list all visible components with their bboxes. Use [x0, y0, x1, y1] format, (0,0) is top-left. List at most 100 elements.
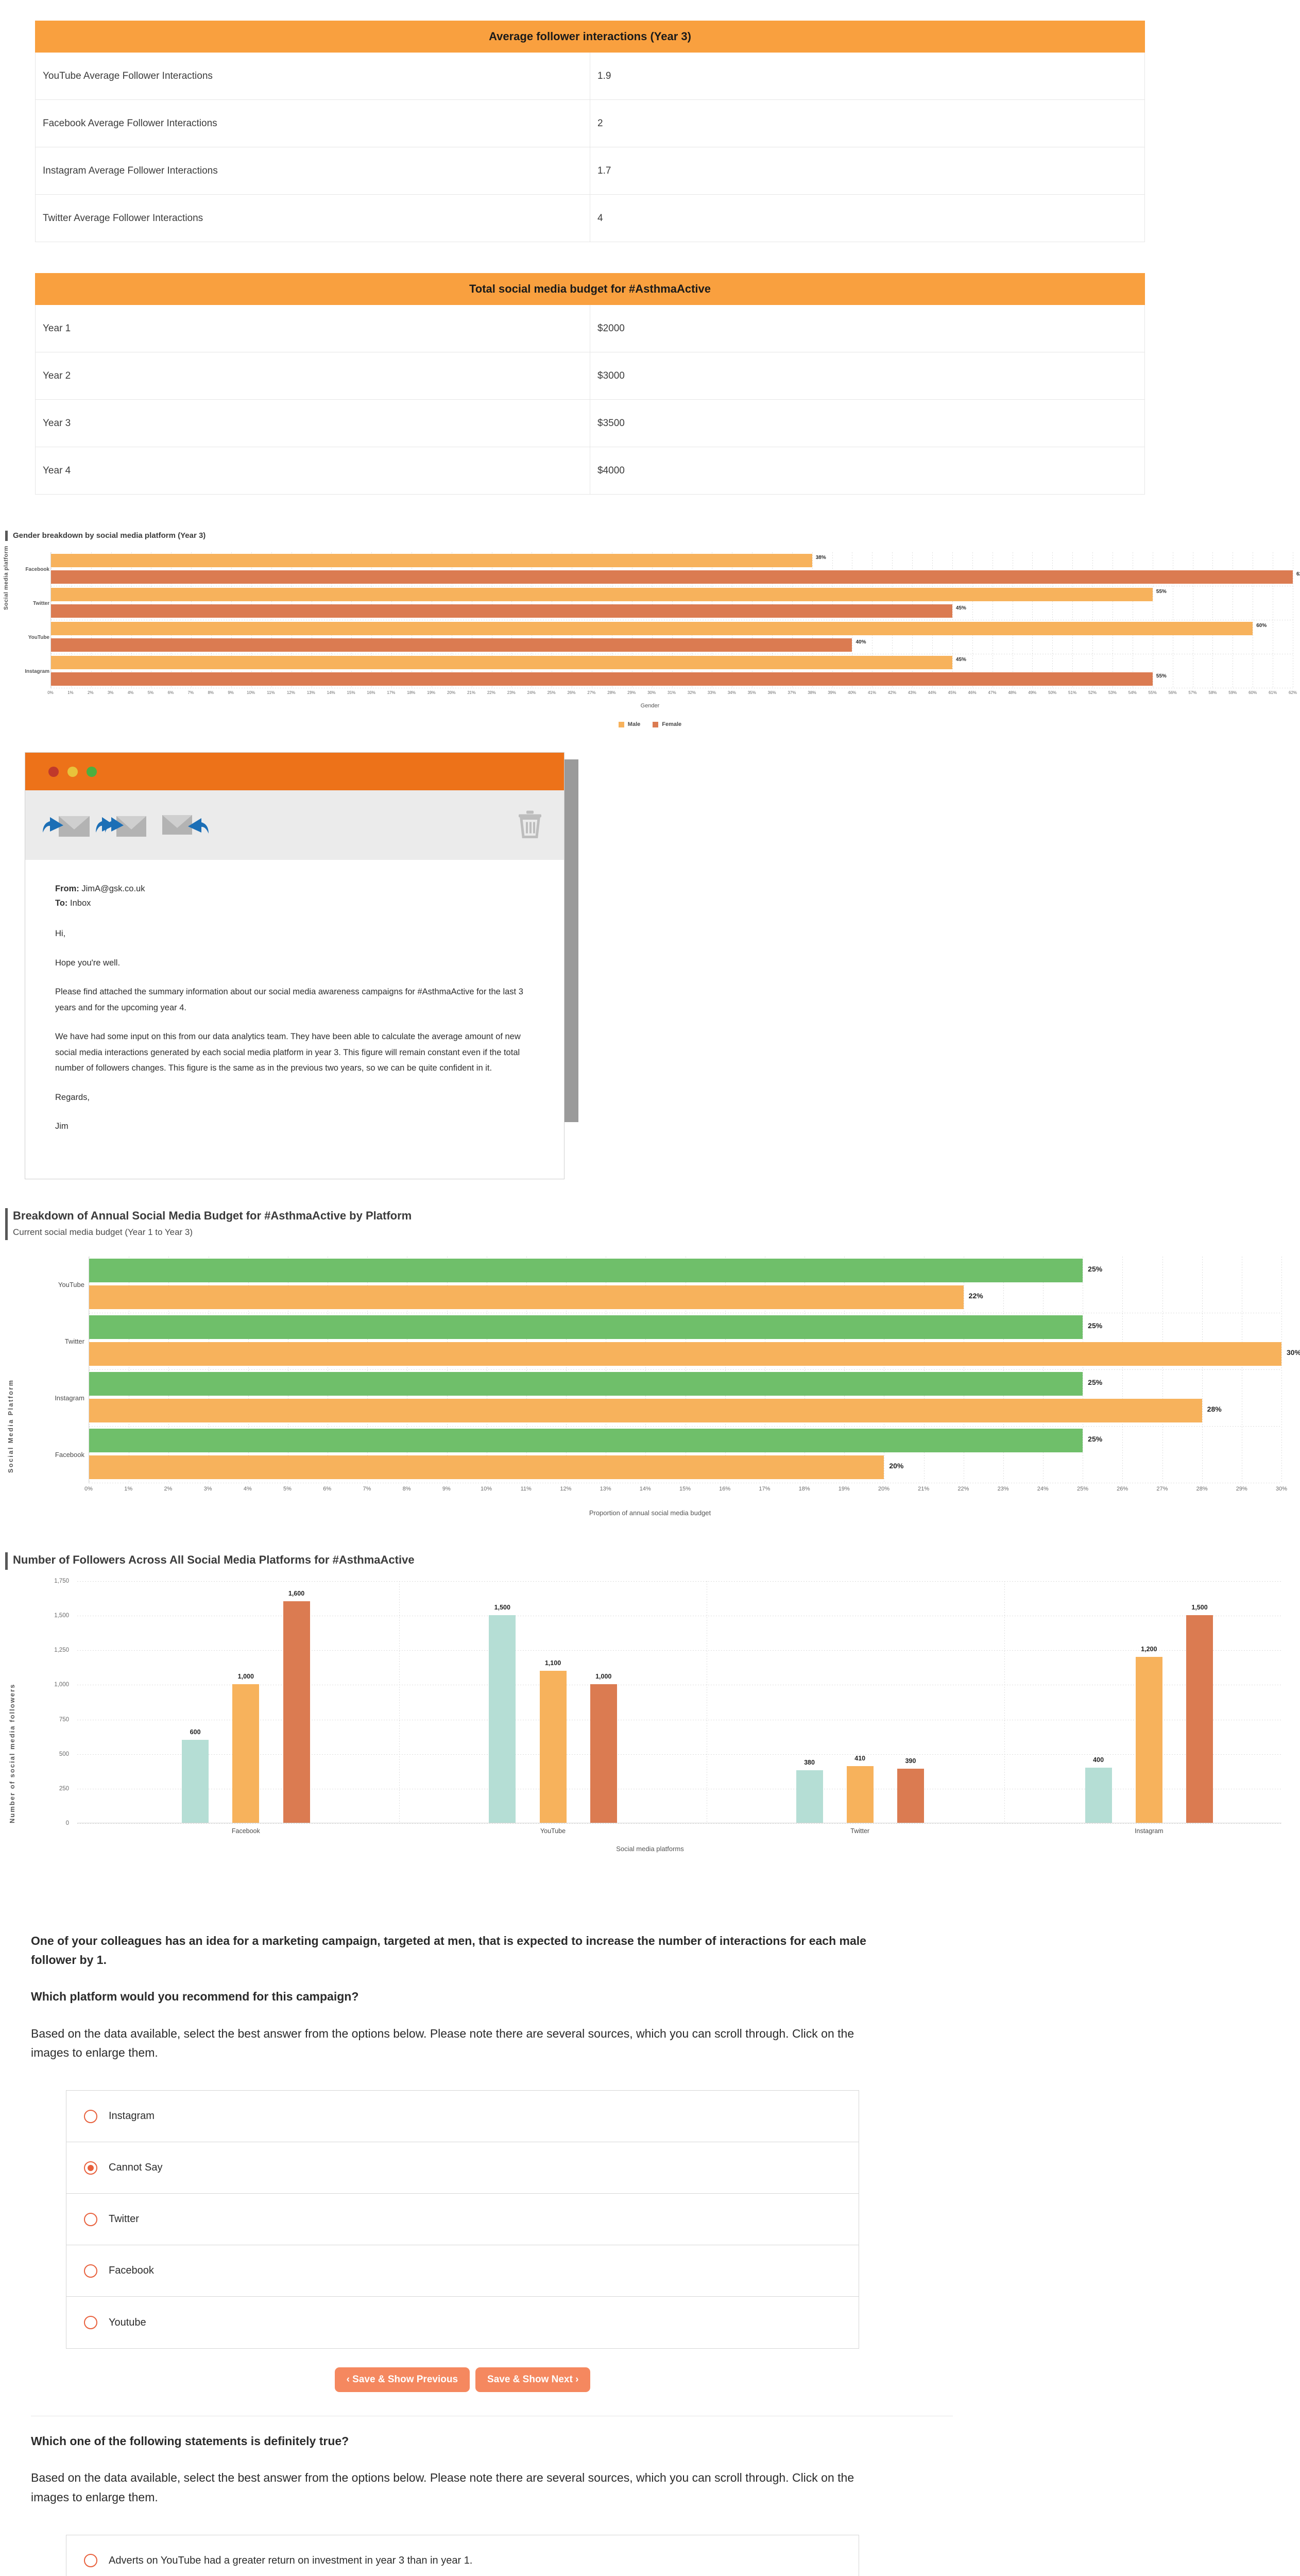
- x-tick: 24%: [527, 690, 536, 696]
- bar-value-male: 38%: [815, 555, 826, 561]
- x-axis-label: Gender: [640, 703, 660, 709]
- x-tick: 32%: [687, 690, 696, 696]
- x-tick: 14%: [327, 690, 335, 696]
- y-tick: 250: [59, 1785, 69, 1792]
- x-tick: 36%: [767, 690, 776, 696]
- x-tick: 20%: [447, 690, 456, 696]
- table-average-follower-interactions: Average follower interactions (Year 3) Y…: [35, 21, 1145, 242]
- option-row[interactable]: Youtube: [66, 2297, 859, 2348]
- option-label: Twitter: [109, 2213, 139, 2225]
- bar-value-current: 25%: [1088, 1264, 1103, 1273]
- x-tick: 25%: [547, 690, 556, 696]
- radio-button[interactable]: [84, 2316, 97, 2330]
- category-label: Instagram: [25, 668, 49, 674]
- row-label: YouTube Average Follower Interactions: [35, 52, 590, 100]
- x-tick: 23%: [507, 690, 516, 696]
- bar-value: 600: [190, 1728, 201, 1736]
- chart-subtitle: Current social media budget (Year 1 to Y…: [13, 1227, 193, 1237]
- x-tick: 39%: [828, 690, 836, 696]
- category-label: Twitter: [64, 1337, 84, 1346]
- email-from-label: From:: [55, 884, 79, 894]
- bar-value: 1,600: [288, 1590, 305, 1598]
- bar-proposed-budget: [89, 1455, 884, 1479]
- bar-current-budget: [89, 1258, 1083, 1282]
- x-axis-label: Proportion of annual social media budget: [589, 1509, 711, 1517]
- close-window-dot[interactable]: [48, 766, 59, 777]
- option-label: Adverts on YouTube had a greater return …: [109, 2554, 473, 2566]
- category-label: Instagram: [55, 1394, 84, 1402]
- row-value: $2000: [590, 304, 1145, 352]
- radio-button[interactable]: [84, 2264, 97, 2278]
- bar-group: 55% 45%: [51, 586, 1293, 621]
- x-tick: 44%: [928, 690, 936, 696]
- title-accent-bar: [5, 1208, 8, 1240]
- grid-lines: [51, 552, 1293, 689]
- y-axis-label: Social media platform: [3, 546, 9, 611]
- bar-value: 1,500: [494, 1604, 510, 1612]
- reply-icon[interactable]: [41, 810, 95, 841]
- radio-button[interactable]: [84, 2109, 97, 2123]
- category-label: YouTube: [58, 1281, 84, 1289]
- email-signoff: Regards,: [55, 1092, 90, 1102]
- x-tick: 33%: [707, 690, 716, 696]
- forward-icon[interactable]: [158, 810, 212, 841]
- x-tick: 13%: [306, 690, 315, 696]
- bar-group: 60% 40%: [51, 620, 1293, 655]
- x-tick: 2%: [164, 1485, 173, 1492]
- option-row[interactable]: Twitter: [66, 2194, 859, 2246]
- row-value: 1.9: [590, 52, 1145, 100]
- bar-value: 380: [804, 1758, 815, 1766]
- option-row[interactable]: Cannot Say: [66, 2142, 859, 2194]
- radio-button[interactable]: [84, 2161, 97, 2175]
- radio-button[interactable]: [84, 2212, 97, 2226]
- legend-label: Male: [627, 721, 641, 728]
- x-tick: 28%: [1196, 1485, 1208, 1492]
- x-tick: 13%: [600, 1485, 611, 1492]
- save-show-previous-button[interactable]: ‹ Save & Show Previous: [334, 2367, 470, 2393]
- x-tick: 9%: [228, 690, 234, 696]
- email-line-3: We have had some input on this from our …: [55, 1032, 521, 1073]
- category-label: Facebook: [55, 1451, 84, 1459]
- y-tick: 750: [59, 1716, 69, 1723]
- table-header: Average follower interactions (Year 3): [35, 21, 1145, 53]
- x-tick: 26%: [1117, 1485, 1128, 1492]
- legend-item[interactable]: Male: [618, 721, 641, 728]
- bar-value-male: 55%: [1156, 589, 1167, 595]
- x-tick: 57%: [1188, 690, 1197, 696]
- bar-value-female: 62%: [1296, 571, 1300, 578]
- table-row: Year 2 $3000: [35, 352, 1145, 400]
- bar-value: 1,100: [544, 1659, 561, 1667]
- x-tick: 49%: [1028, 690, 1037, 696]
- table-row: Twitter Average Follower Interactions 4: [35, 194, 1145, 242]
- legend-item[interactable]: Female: [653, 721, 681, 727]
- bar-group: 25% 22%: [89, 1257, 1281, 1313]
- email-line-2: Please find attached the summary informa…: [55, 987, 523, 1012]
- reply-all-icon[interactable]: [95, 810, 149, 841]
- option-row[interactable]: Instagram: [66, 2091, 859, 2143]
- x-tick: 43%: [908, 690, 916, 696]
- bar-value-female: 45%: [955, 605, 966, 612]
- window-titlebar: [25, 753, 564, 791]
- y-axis-label: Number of social media followers: [8, 1683, 16, 1823]
- trash-icon[interactable]: [517, 809, 543, 841]
- x-tick: 45%: [948, 690, 956, 696]
- maximize-window-dot[interactable]: [87, 766, 97, 777]
- radio-button[interactable]: [84, 2554, 97, 2568]
- x-tick: 20%: [878, 1485, 890, 1492]
- option-row[interactable]: Facebook: [66, 2245, 859, 2297]
- x-tick: 17%: [387, 690, 396, 696]
- x-tick: 54%: [1128, 690, 1137, 696]
- save-show-next-button[interactable]: Save & Show Next ›: [475, 2367, 591, 2393]
- question-instruction: Based on the data available, select the …: [31, 2471, 854, 2504]
- bar-group: 38% 62%: [51, 552, 1300, 587]
- minimize-window-dot[interactable]: [67, 766, 78, 777]
- bar-female: [51, 638, 852, 652]
- x-tick: 41%: [868, 690, 877, 696]
- title-accent-bar: [5, 531, 8, 541]
- x-tick: 18%: [798, 1485, 810, 1492]
- x-tick: 55%: [1148, 690, 1157, 696]
- x-tick: 8%: [402, 1485, 411, 1492]
- bar-value: 1,000: [237, 1673, 254, 1681]
- option-row[interactable]: Adverts on YouTube had a greater return …: [66, 2535, 859, 2576]
- x-tick: 31%: [667, 690, 676, 696]
